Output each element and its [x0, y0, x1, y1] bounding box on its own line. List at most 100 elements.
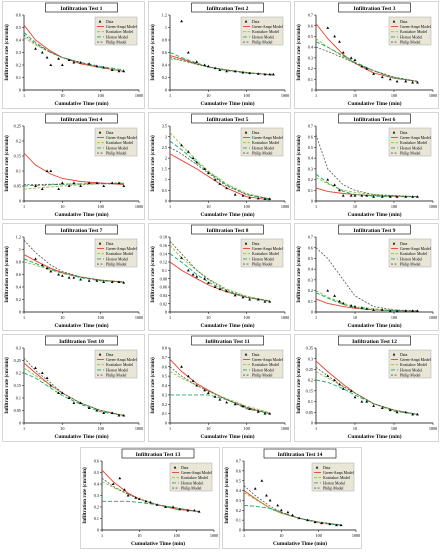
- data-point: [203, 277, 207, 280]
- data-point: [326, 178, 330, 181]
- data-point: [388, 309, 392, 312]
- x-tick-label: 1: [169, 315, 171, 320]
- data-point: [360, 400, 364, 403]
- data-point: [253, 487, 257, 490]
- y-tick-label: 0.4: [16, 285, 22, 290]
- data-point: [225, 400, 229, 404]
- legend-box: [94, 127, 138, 157]
- x-axis-label: Cumulative Time (min): [131, 540, 185, 547]
- legend-box: [311, 462, 355, 492]
- y-tick-label: 0.5: [236, 478, 241, 483]
- data-point: [268, 72, 272, 76]
- data-point: [365, 400, 369, 403]
- x-tick-label: 1000: [281, 204, 289, 209]
- data-point: [291, 513, 294, 517]
- legend-label: Data: [252, 353, 260, 357]
- data-point: [395, 309, 399, 312]
- legend-label: Philip Model: [400, 152, 420, 156]
- legend-label: Green-Ampt Model: [181, 471, 212, 475]
- y-tick-label: 0.2: [162, 402, 167, 407]
- y-axis-label: Infiltration rate (cm/min): [295, 357, 302, 414]
- y-tick-label: 0.25: [14, 358, 21, 363]
- legend-marker-data: [98, 242, 102, 245]
- data-point: [349, 194, 353, 197]
- series-line-horton: [315, 379, 418, 415]
- x-axis-label: Cumulative Time (min): [200, 322, 254, 329]
- y-tick-label: 0.05: [14, 408, 21, 413]
- x-tick-label: 100: [391, 426, 397, 431]
- legend-label: Green-Ampt Model: [323, 471, 354, 475]
- data-point: [328, 522, 332, 526]
- legend-label: Data: [400, 20, 408, 24]
- data-point: [349, 389, 353, 392]
- data-point: [241, 194, 245, 197]
- legend-label: Kostiakov Model: [106, 363, 133, 367]
- data-point: [365, 307, 369, 310]
- legend-label: Philip Model: [400, 41, 420, 45]
- data-point: [213, 66, 217, 70]
- chart-title: Infiltration Test 7: [61, 228, 103, 234]
- x-tick-label: 10: [137, 533, 141, 538]
- chart-panel-9: Infiltration Test 9 0 0.1 0.2 0.3 0.4 0.5 0.6 0.…: [294, 223, 439, 331]
- chart-title-box: [191, 2, 264, 13]
- data-point: [395, 79, 399, 83]
- chart-panel-12: Infiltration Test 12 0 0.05 0.1 0.15 0.2 0.25 0…: [294, 334, 439, 442]
- y-tick-label: 1.5: [162, 166, 167, 171]
- y-tick-label: 1: [165, 25, 167, 30]
- legend-label: Horton Model: [252, 146, 274, 150]
- data-point: [45, 169, 49, 172]
- data-point: [180, 143, 183, 147]
- y-tick-label: 2: [165, 156, 167, 161]
- y-tick-label: 0.2: [94, 505, 99, 510]
- data-point: [206, 171, 210, 175]
- x-tick-label: 1000: [210, 533, 218, 538]
- x-tick-label: 1000: [429, 315, 437, 320]
- data-point: [380, 406, 384, 409]
- x-tick-label: 10: [206, 426, 210, 431]
- x-tick-label: 10: [206, 204, 210, 209]
- legend-marker-data: [244, 131, 248, 134]
- data-point: [203, 63, 207, 66]
- data-point: [404, 410, 408, 414]
- x-tick-label: 1000: [281, 315, 289, 320]
- legend-label: Horton Model: [106, 146, 128, 150]
- y-tick-label: 0.04: [160, 293, 168, 298]
- legend-label: Horton Model: [400, 35, 422, 39]
- chart-title: Infiltration Test 3: [354, 6, 396, 12]
- data-point: [333, 34, 337, 38]
- data-point: [411, 195, 415, 198]
- y-axis-label: Infiltration rate (cm/min): [3, 24, 10, 81]
- data-point: [155, 503, 159, 506]
- x-tick-label: 1: [315, 204, 317, 209]
- data-point: [333, 378, 337, 382]
- legend-label: Philip Model: [400, 374, 420, 378]
- legend-marker-data: [392, 20, 396, 23]
- data-point: [95, 409, 99, 412]
- y-tick-label: 3.5: [162, 124, 167, 129]
- x-tick-label: 1: [23, 426, 25, 431]
- y-tick-label: 0: [311, 421, 313, 426]
- data-point: [193, 508, 196, 512]
- y-tick-label: 0.5: [16, 25, 21, 30]
- chart-title: Infiltration Test 10: [59, 339, 104, 345]
- y-tick-label: 0: [19, 199, 21, 204]
- y-tick-label: 0.3: [94, 493, 99, 498]
- data-point: [117, 181, 121, 184]
- legend-label: Kostiakov Model: [252, 363, 279, 367]
- chart-title: Infiltration Test 9: [354, 228, 396, 234]
- legend-label: Kostiakov Model: [400, 363, 427, 367]
- chart-svg: Infiltration Test 1 0 0.1 0.2 0.3 0.4 0.5 0.6 1 1…: [2, 1, 145, 109]
- y-tick-label: 0.1: [308, 77, 313, 82]
- data-point: [256, 298, 260, 301]
- data-point: [388, 77, 392, 81]
- data-point: [225, 69, 229, 73]
- data-point: [372, 308, 376, 311]
- x-tick-label: 1: [169, 426, 171, 431]
- y-tick-label: 0.6: [162, 50, 167, 55]
- legend-label: Green-Ampt Model: [106, 136, 137, 140]
- y-tick-label: 0.8: [162, 38, 167, 43]
- series-line-kostiakov: [315, 371, 418, 415]
- x-axis-label: Cumulative Time (min): [200, 211, 254, 218]
- chart-title-box: [338, 2, 411, 13]
